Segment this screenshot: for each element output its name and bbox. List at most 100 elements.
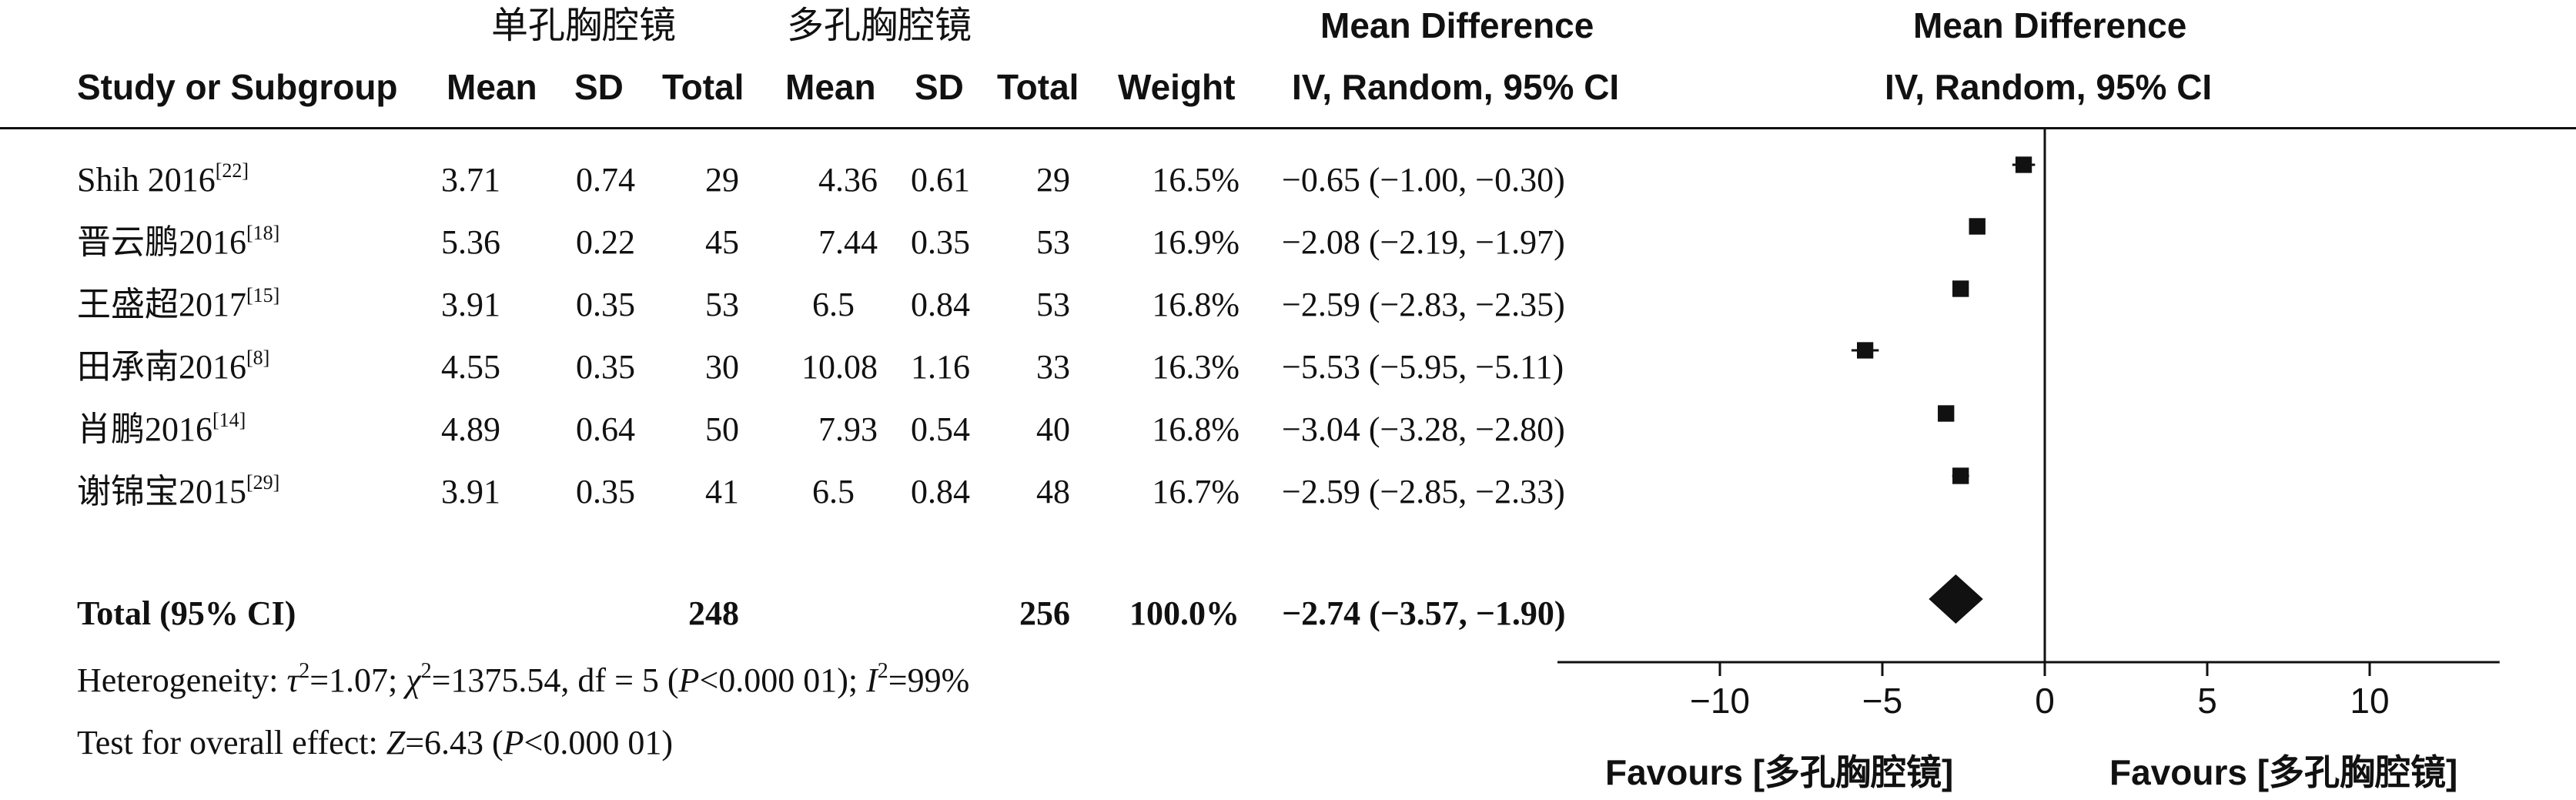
study-name: Shih 2016[22] <box>77 159 249 199</box>
x-tick-label: −5 <box>1862 681 1902 721</box>
mean2-column-header: Mean <box>785 67 876 107</box>
study-name: 田承南2016[8] <box>77 346 270 386</box>
study-name: 王盛超2017[15] <box>77 284 280 323</box>
total2-column-header: Total <box>997 67 1079 107</box>
study-point-estimate <box>1969 218 1986 235</box>
sd2-value: 0.84 <box>911 286 970 323</box>
mean1-value: 4.55 <box>441 348 500 386</box>
x-tick-label: 5 <box>2197 681 2217 721</box>
weight-value: 16.7% <box>1152 473 1239 510</box>
sd1-value: 0.22 <box>576 223 635 261</box>
mean1-value: 3.71 <box>441 161 500 199</box>
weight-column-header: Weight <box>1118 67 1236 107</box>
md-ci-value: −3.04 (−3.28, −2.80) <box>1282 410 1565 448</box>
total-md-ci: −2.74 (−3.57, −1.90) <box>1282 594 1566 632</box>
study-column-header: Study or Subgroup <box>77 67 398 107</box>
group1-header: 单孔胸腔镜 <box>491 5 677 46</box>
mean1-value: 5.36 <box>441 223 500 261</box>
mean2-value: 10.08 <box>801 348 878 386</box>
header-rule <box>0 127 2576 129</box>
md-header: Mean Difference <box>1320 5 1594 45</box>
reference-mark: [18] <box>246 222 280 244</box>
study-point-estimate <box>1952 280 1969 297</box>
sd2-value: 0.35 <box>911 223 970 261</box>
n2-value: 33 <box>1036 348 1070 386</box>
n2-value: 53 <box>1036 286 1070 323</box>
mean1-column-header: Mean <box>447 67 537 107</box>
reference-mark: [15] <box>246 284 280 306</box>
x-tick-label: −10 <box>1690 681 1750 721</box>
weight-value: 16.9% <box>1152 223 1239 261</box>
n2-value: 29 <box>1036 161 1070 199</box>
mean2-value: 6.5 <box>812 473 855 510</box>
n2-value: 53 <box>1036 223 1070 261</box>
x-tick-label: 0 <box>2035 681 2055 721</box>
md-ci-value: −2.59 (−2.85, −2.33) <box>1282 473 1565 510</box>
md-ci-value: −0.65 (−1.00, −0.30) <box>1282 161 1565 199</box>
total-weight: 100.0% <box>1129 594 1239 632</box>
heterogeneity-text: Heterogeneity: τ2=1.07; χ2=1375.54, df =… <box>77 659 970 699</box>
study-name: 肖鹏2016[14] <box>77 409 246 448</box>
sd2-column-header: SD <box>915 67 964 107</box>
sd1-value: 0.35 <box>576 286 635 323</box>
n1-value: 50 <box>705 410 739 448</box>
md-ci-value: −2.08 (−2.19, −1.97) <box>1282 223 1565 261</box>
sd1-value: 0.74 <box>576 161 635 199</box>
weight-value: 16.8% <box>1152 410 1239 448</box>
sd2-value: 0.84 <box>911 473 970 510</box>
study-point-estimate <box>1952 467 1969 484</box>
weight-value: 16.3% <box>1152 348 1239 386</box>
sd2-value: 1.16 <box>911 348 970 386</box>
study-marks <box>1851 156 2036 624</box>
total1-column-header: Total <box>662 67 744 107</box>
plot-header: Mean Difference <box>1913 5 2187 45</box>
group2-header: 多孔胸腔镜 <box>787 5 972 46</box>
md-ci-value: −5.53 (−5.95, −5.11) <box>1282 348 1564 386</box>
mean2-value: 4.36 <box>818 161 878 199</box>
favours-left-label: Favours [多孔胸腔镜] <box>1605 752 1954 792</box>
x-tick-label: 10 <box>2350 681 2389 721</box>
n1-value: 41 <box>705 473 739 510</box>
sd1-value: 0.64 <box>576 410 635 448</box>
reference-mark: [14] <box>212 409 246 431</box>
sd2-value: 0.54 <box>911 410 970 448</box>
study-point-estimate <box>1938 405 1955 422</box>
sd1-column-header: SD <box>574 67 624 107</box>
total-n1: 248 <box>688 594 739 632</box>
mean1-value: 4.89 <box>441 410 500 448</box>
n1-value: 45 <box>705 223 739 261</box>
reference-mark: [22] <box>215 159 249 182</box>
sd2-value: 0.61 <box>911 161 970 199</box>
sd1-value: 0.35 <box>576 348 635 386</box>
axis-ticks: −10 −5 0 5 10 <box>1557 129 2500 721</box>
md-ci-value: −2.59 (−2.83, −2.35) <box>1282 286 1565 323</box>
mean2-value: 7.44 <box>818 223 878 261</box>
study-point-estimate <box>1857 342 1874 359</box>
md-ci-column-header: IV, Random, 95% CI <box>1292 67 1620 107</box>
n1-value: 29 <box>705 161 739 199</box>
mean2-value: 6.5 <box>812 286 855 323</box>
total-n2: 256 <box>1019 594 1070 632</box>
mean2-value: 7.93 <box>818 410 878 448</box>
weight-value: 16.5% <box>1152 161 1239 199</box>
study-name: 谢锦宝2015[29] <box>77 471 280 510</box>
sd1-value: 0.35 <box>576 473 635 510</box>
plot-ci-header: IV, Random, 95% CI <box>1885 67 2213 107</box>
mean1-value: 3.91 <box>441 473 500 510</box>
overall-effect-text: Test for overall effect: Z=6.43 (P<0.000… <box>77 724 674 762</box>
pooled-diamond <box>1929 574 1983 624</box>
total-label: Total (95% CI) <box>77 594 296 632</box>
study-name: 晋云鹏2016[18] <box>77 222 280 261</box>
favours-right-label: Favours [多孔胸腔镜] <box>2109 752 2458 792</box>
n1-value: 30 <box>705 348 739 386</box>
n2-value: 40 <box>1036 410 1070 448</box>
mean1-value: 3.91 <box>441 286 500 323</box>
study-point-estimate <box>2015 156 2032 173</box>
n1-value: 53 <box>705 286 739 323</box>
n2-value: 48 <box>1036 473 1070 510</box>
reference-mark: [29] <box>246 471 280 494</box>
reference-mark: [8] <box>246 346 270 369</box>
weight-value: 16.8% <box>1152 286 1239 323</box>
